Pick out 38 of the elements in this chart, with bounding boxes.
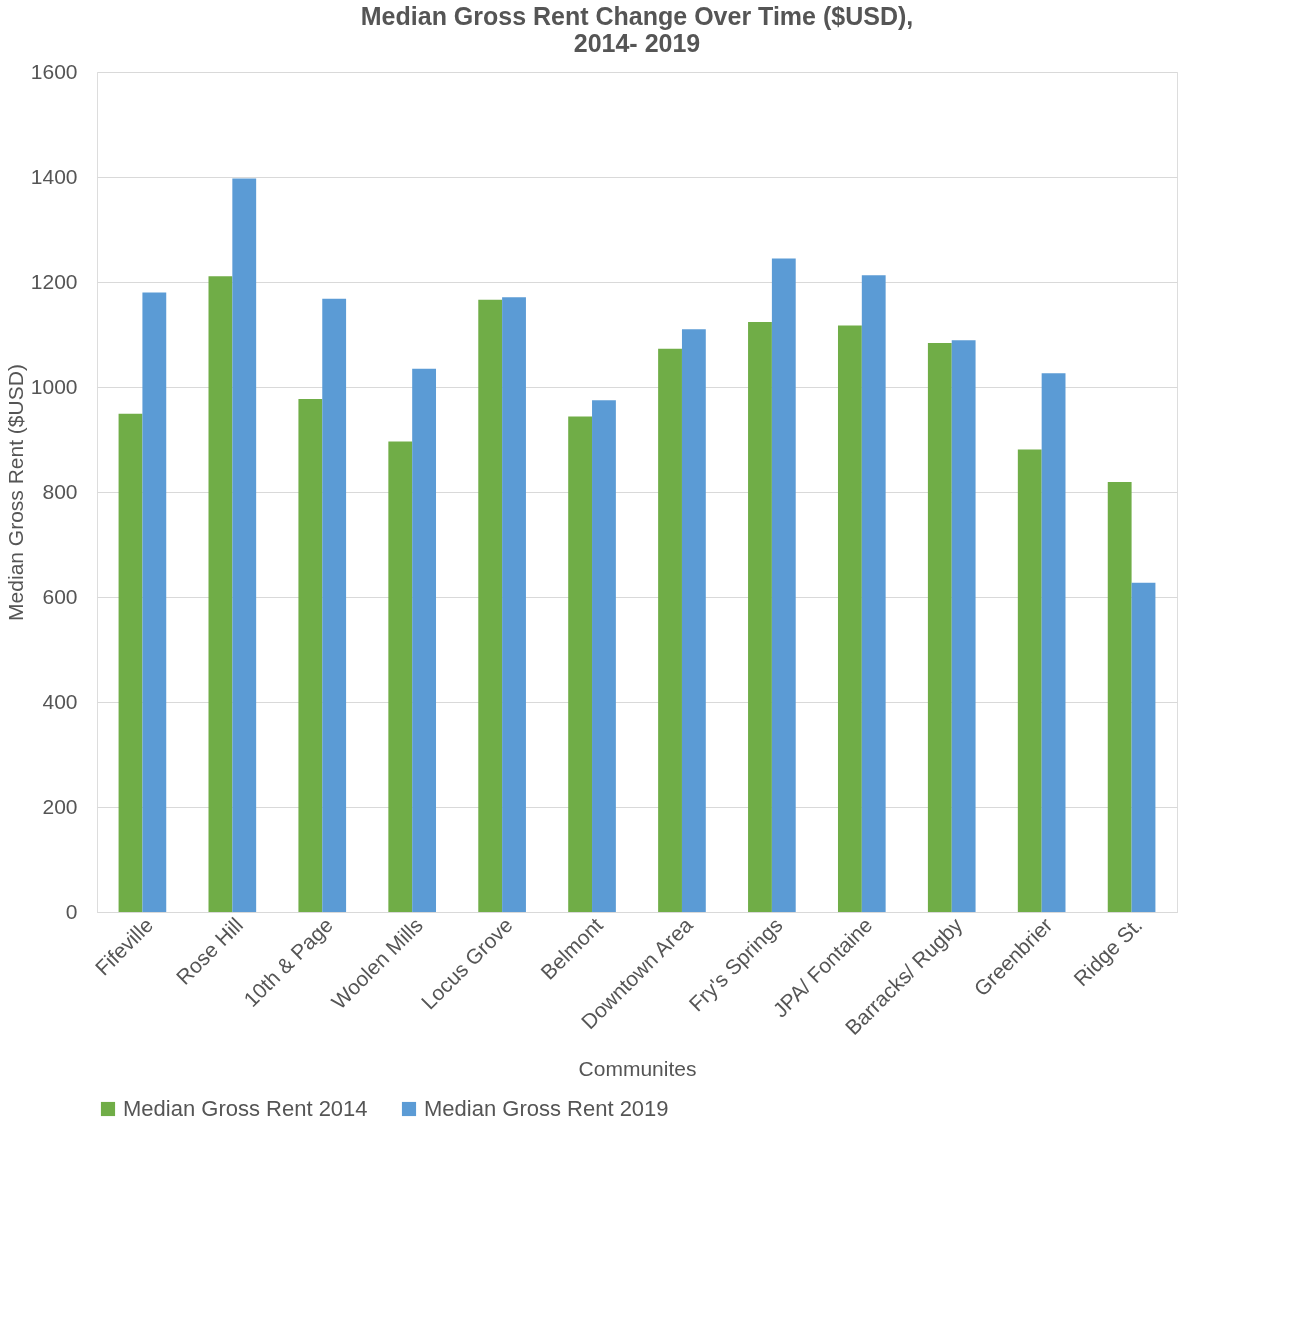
bar xyxy=(681,329,706,912)
bar xyxy=(208,276,233,912)
bar xyxy=(118,413,143,912)
bar xyxy=(951,340,976,912)
y-tick-label: 200 xyxy=(42,794,78,818)
bar xyxy=(412,368,437,912)
y-tick-label: 600 xyxy=(42,584,78,608)
y-tick-label: 1600 xyxy=(30,59,78,83)
y-tick-label: 1000 xyxy=(30,374,78,398)
bar xyxy=(861,275,886,912)
bar xyxy=(322,298,347,912)
chart-title: Median Gross Rent Change Over Time ($USD), 2014- 2019 xyxy=(360,2,914,57)
x-axis-title: Communites xyxy=(578,1057,697,1081)
y-axis-title: Median Gross Rent ($USD) xyxy=(3,364,27,621)
bar xyxy=(298,399,323,912)
bar xyxy=(1041,373,1066,912)
bar xyxy=(478,299,503,912)
y-tick-label: 800 xyxy=(42,479,78,503)
y-tick-label: 1200 xyxy=(30,269,78,293)
bar xyxy=(388,441,413,912)
y-tick-label: 1400 xyxy=(30,164,78,188)
bar xyxy=(232,178,257,912)
bar xyxy=(1131,582,1156,912)
legend-label: Median Gross Rent 2014 xyxy=(123,1096,368,1121)
bar xyxy=(771,258,796,912)
y-tick-label: 0 xyxy=(65,899,78,923)
bar xyxy=(592,400,616,912)
bar xyxy=(837,325,862,912)
y-tick-label: 400 xyxy=(42,689,78,713)
bar xyxy=(568,416,593,912)
bar xyxy=(927,342,952,912)
bar xyxy=(748,321,772,912)
bar xyxy=(1107,482,1132,912)
legend-label: Median Gross Rent 2019 xyxy=(424,1096,669,1121)
bar xyxy=(658,348,682,912)
bar xyxy=(502,297,526,912)
bar xyxy=(1017,449,1042,912)
bar xyxy=(142,292,167,912)
